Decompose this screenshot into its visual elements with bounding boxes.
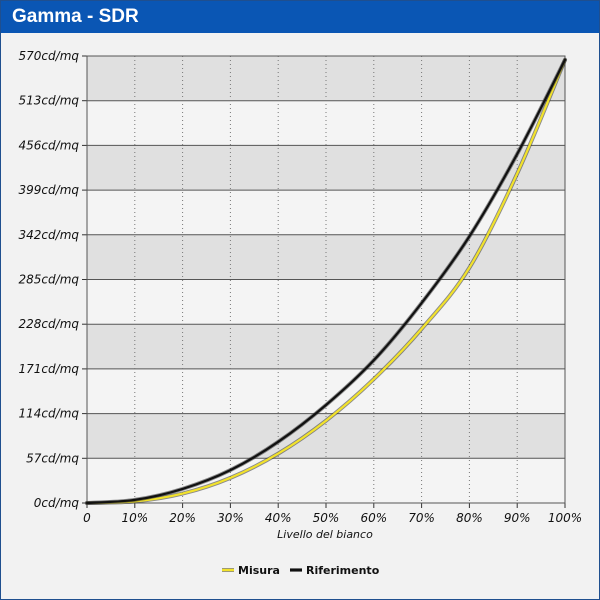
y-tick-label: 228cd/mq <box>19 317 80 331</box>
plot-border <box>86 55 566 504</box>
y-tick-label: 285cd/mq <box>19 273 80 287</box>
plot-band <box>87 56 565 101</box>
x-tick-label: 40% <box>265 511 292 525</box>
x-tick-label: 90% <box>504 511 531 525</box>
legend: Misura Riferimento <box>222 564 380 577</box>
x-tick-label: 50% <box>313 511 340 525</box>
y-tick-label: 399cd/mq <box>19 183 80 197</box>
plot-band <box>87 324 565 369</box>
y-tick-label: 57cd/mq <box>26 451 79 465</box>
x-tick-labels: 0 10% 20% 30% 40% 50% 60% 70% 80% 90% 100% <box>83 511 582 525</box>
y-tick-labels: 0cd/mq 57cd/mq 114cd/mq 171cd/mq 228cd/mq 285… <box>19 49 80 510</box>
chart-title: Gamma - SDR <box>12 6 139 27</box>
x-tick-label: 80% <box>456 511 483 525</box>
x-tick-label: 0 <box>83 511 91 525</box>
y-tick-label: 0cd/mq <box>34 496 80 510</box>
y-tick-label: 342cd/mq <box>19 228 80 242</box>
series-line-misura <box>85 58 567 505</box>
y-tick-label: 456cd/mq <box>19 138 80 152</box>
x-tick-label: 20% <box>169 511 196 525</box>
y-tick-label: 114cd/mq <box>19 407 80 421</box>
legend-label-misura: Misura <box>238 564 280 577</box>
series-line-riferimento <box>85 58 567 505</box>
x-tick-label: 100% <box>548 511 582 525</box>
plot-band <box>87 279 565 325</box>
plot-band <box>87 100 565 146</box>
legend-label-riferimento: Riferimento <box>306 564 380 577</box>
x-tick-label: 10% <box>121 511 148 525</box>
y-tick-label: 513cd/mq <box>19 94 80 108</box>
x-tick-label: 60% <box>360 511 387 525</box>
x-axis-title: Livello del bianco <box>277 528 373 541</box>
x-tick-label: 30% <box>217 511 244 525</box>
y-tick-label: 570cd/mq <box>19 49 80 63</box>
axes <box>82 55 566 508</box>
x-tick-label: 70% <box>408 511 435 525</box>
title-bar: Gamma - SDR <box>1 1 599 33</box>
series-lines <box>85 57 567 505</box>
y-tick-label: 171cd/mq <box>19 362 80 376</box>
